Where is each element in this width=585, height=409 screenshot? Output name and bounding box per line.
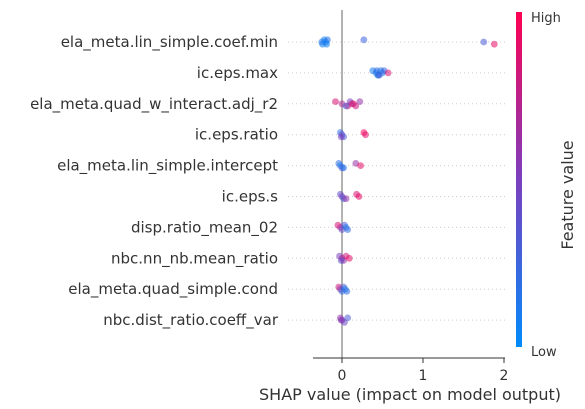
feature-label: ela_meta.quad_w_interact.adj_r2 — [30, 95, 278, 114]
feature-label: ela_meta.lin_simple.intercept — [57, 157, 278, 176]
shap-point — [343, 288, 351, 295]
feature-label: nbc.dist_ratio.coeff_var — [103, 311, 279, 330]
colorbar-gradient — [516, 12, 522, 347]
shap-point — [373, 67, 381, 75]
x-tick-label: 0 — [338, 368, 347, 384]
shap-point — [344, 314, 352, 322]
colorbar-low-label: Low — [531, 345, 557, 360]
feature-label: ic.eps.ratio — [195, 126, 278, 144]
feature-label: ic.eps.max — [197, 64, 278, 82]
shap-point — [357, 162, 365, 170]
row-guides — [288, 41, 505, 321]
x-axis-ticks: 0 1 2 — [338, 358, 509, 384]
shap-point — [345, 254, 353, 262]
shap-point — [348, 100, 356, 108]
shap-point — [332, 98, 339, 105]
shap-point — [362, 131, 369, 139]
shap-point — [323, 40, 331, 48]
x-tick-label: 2 — [500, 368, 509, 384]
shap-point — [384, 69, 392, 77]
colorbar-title: Feature value — [558, 140, 577, 249]
colorbar: High Low Feature value — [516, 11, 577, 360]
shap-point — [490, 40, 498, 48]
shap-point — [360, 36, 368, 44]
shap-point — [355, 193, 363, 200]
shap-point — [356, 98, 364, 105]
feature-label: ic.eps.s — [222, 188, 279, 206]
shap-point — [337, 316, 345, 324]
shap-point — [337, 257, 345, 264]
x-axis-label: SHAP value (impact on model output) — [259, 385, 561, 404]
shap-point — [342, 195, 350, 203]
shap-point — [342, 102, 350, 110]
x-tick-label: 1 — [419, 368, 428, 384]
colorbar-high-label: High — [531, 11, 561, 26]
feature-label: ela_meta.quad_simple.cond — [68, 280, 278, 299]
feature-labels: ela_meta.lin_simple.coef.min ic.eps.max el… — [30, 33, 279, 330]
shap-point — [340, 164, 348, 172]
shap-point — [344, 226, 352, 234]
feature-label: ela_meta.lin_simple.coef.min — [61, 33, 278, 52]
shap-point — [480, 38, 488, 46]
feature-label: nbc.nn_nb.mean_ratio — [111, 249, 278, 268]
shap-points — [318, 36, 498, 326]
feature-label: disp.ratio_mean_02 — [131, 218, 278, 237]
shap-point — [337, 133, 345, 141]
